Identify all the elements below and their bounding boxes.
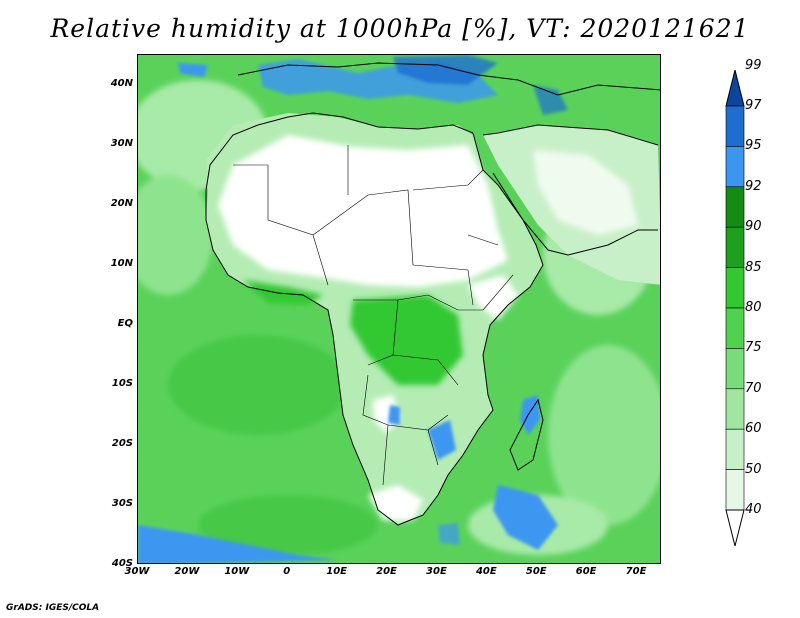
lon-tick-label: 10W xyxy=(224,566,250,577)
coastlines xyxy=(205,62,660,526)
lon-tick-label: 20W xyxy=(174,566,200,577)
colorbar-segment xyxy=(725,226,745,268)
colorbar-label: 99 xyxy=(745,57,762,73)
colorbar-segment xyxy=(725,146,745,188)
lat-tick-label: 40N xyxy=(110,78,133,89)
saturated-areas xyxy=(138,55,568,563)
lat-tick-label: 30N xyxy=(110,138,133,149)
colorbar-top-triangle xyxy=(725,70,745,107)
colorbar-label: 97 xyxy=(745,98,762,113)
colorbar-label: 60 xyxy=(745,421,762,437)
lon-tick-label: 40E xyxy=(475,566,497,577)
colorbar-segment xyxy=(725,348,745,390)
colorbar-label: 50 xyxy=(745,461,762,477)
equatorial-wet xyxy=(243,280,463,385)
lon-tick-label: 10E xyxy=(326,566,347,577)
colorbar xyxy=(725,70,745,547)
colorbar-label: 80 xyxy=(745,300,762,315)
dry-areas xyxy=(218,135,638,520)
colorbar-segment xyxy=(725,388,745,430)
lon-tick-label: 50E xyxy=(525,566,547,577)
map-title: Relative humidity at 1000hPa [%], VT: 20… xyxy=(50,14,750,43)
lat-tick-label: 10S xyxy=(111,378,133,389)
map-panel xyxy=(137,54,661,564)
lat-tick-label: 10N xyxy=(110,258,133,269)
colorbar-label: 85 xyxy=(745,259,762,275)
country-borders xyxy=(233,145,514,486)
credit-text: GrADS: IGES/COLA xyxy=(6,603,100,613)
colorbar-label: 90 xyxy=(745,219,762,235)
colorbar-label: 75 xyxy=(745,340,762,356)
colorbar-segment xyxy=(725,105,745,147)
lon-tick-label: 60E xyxy=(575,566,597,577)
colorbar-label: 40 xyxy=(745,502,762,517)
colorbar-bottom-triangle xyxy=(725,509,745,547)
lon-tick-label: 20E xyxy=(376,566,397,577)
lat-tick-label: 30S xyxy=(111,498,133,509)
lat-tick-label: 40S xyxy=(111,558,133,569)
lon-tick-label: 0 xyxy=(283,566,291,577)
colorbar-segment xyxy=(725,267,745,309)
lat-tick-label: 20N xyxy=(110,198,133,209)
lon-tick-label: 30W xyxy=(124,566,150,577)
colorbar-segment xyxy=(725,307,745,349)
lon-tick-label: 70E xyxy=(625,566,647,577)
colorbar-segment xyxy=(725,428,745,470)
colorbar-segment xyxy=(725,469,745,511)
colorbar-label: 92 xyxy=(745,178,762,194)
colorbar-label: 95 xyxy=(745,138,762,154)
lat-tick-label: EQ xyxy=(117,318,133,329)
lon-tick-label: 30E xyxy=(426,566,447,577)
colorbar-label: 70 xyxy=(745,380,762,396)
lat-tick-label: 20S xyxy=(111,438,133,449)
colorbar-segment xyxy=(725,186,745,228)
humidity-field xyxy=(138,55,660,563)
